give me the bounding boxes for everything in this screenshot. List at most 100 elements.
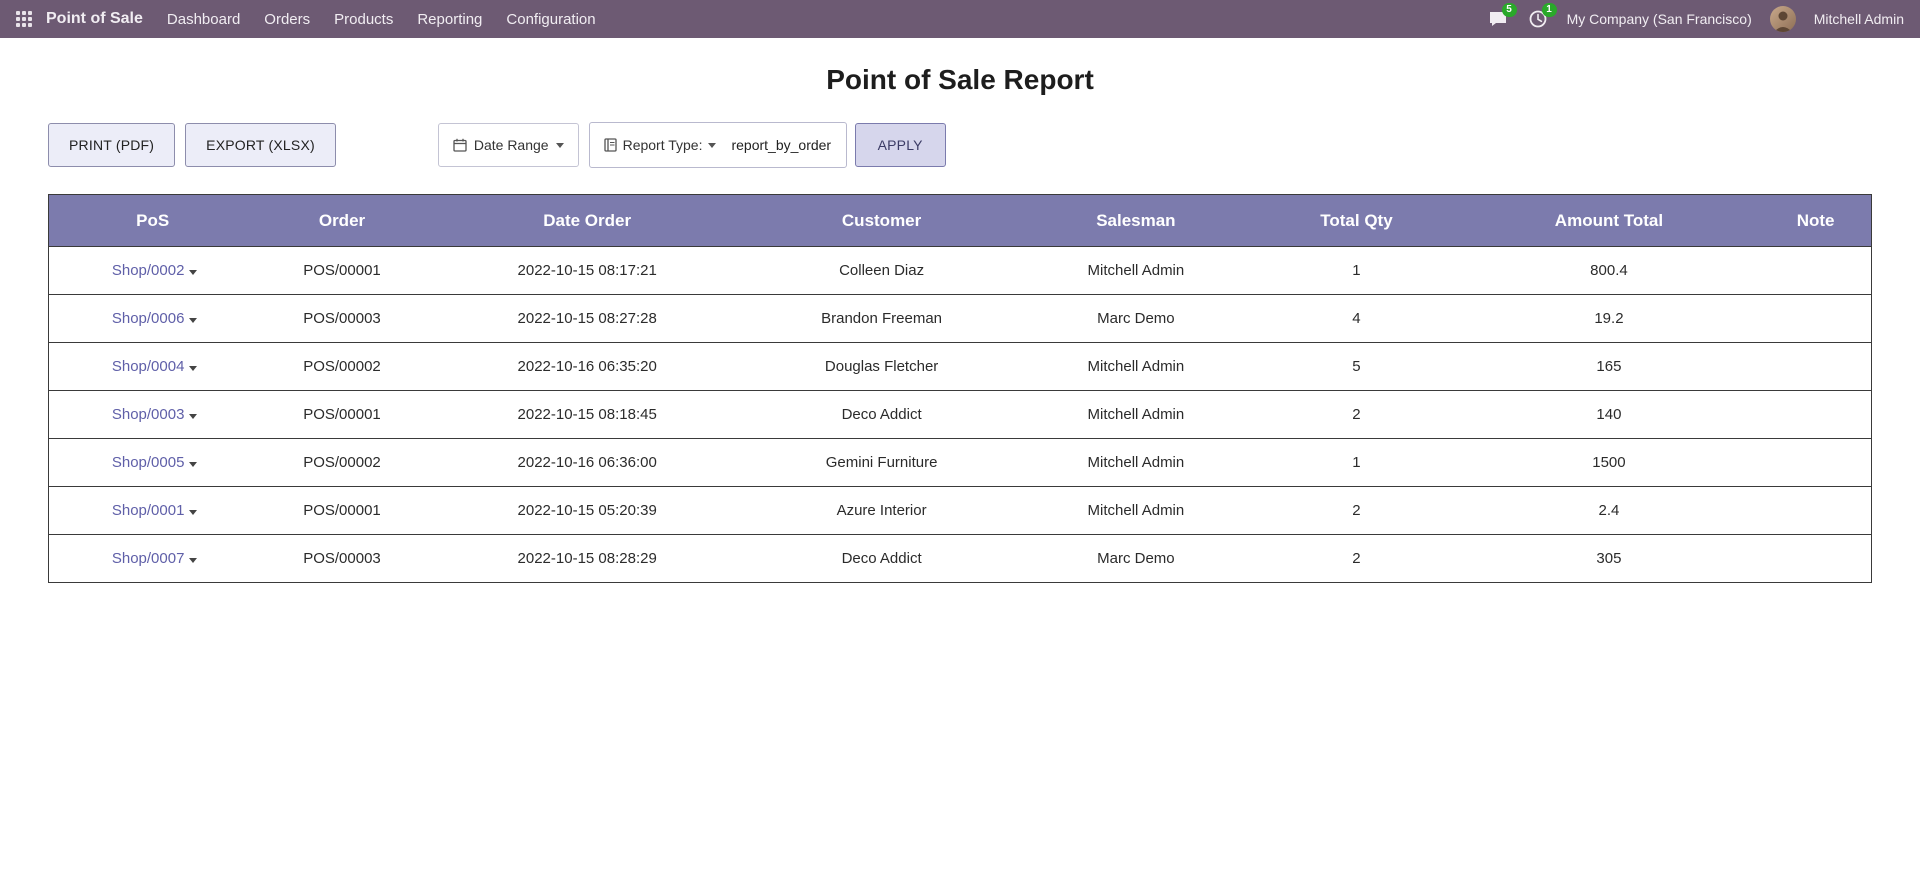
company-switcher[interactable]: My Company (San Francisco) bbox=[1566, 11, 1752, 27]
pos-cell: Shop/0007 bbox=[48, 534, 257, 583]
messages-icon[interactable]: 5 bbox=[1487, 3, 1517, 30]
pos-link[interactable]: Shop/0003 bbox=[111, 406, 185, 423]
book-icon bbox=[603, 138, 617, 152]
chevron-down-icon[interactable] bbox=[189, 510, 198, 515]
avatar[interactable] bbox=[1769, 6, 1796, 32]
pos-link[interactable]: Shop/0005 bbox=[111, 454, 185, 471]
col-header-amount-total: Amount Total bbox=[1457, 194, 1761, 247]
note-cell bbox=[1760, 438, 1872, 487]
table-header-row: PoS Order Date Order Customer Salesman T… bbox=[48, 194, 1872, 247]
table-row: Shop/0005 POS/00002 2022-10-16 06:36:00 … bbox=[48, 438, 1872, 487]
menu-dashboard[interactable]: Dashboard bbox=[166, 10, 241, 28]
chevron-down-icon[interactable] bbox=[189, 558, 198, 563]
col-header-salesman: Salesman bbox=[1016, 194, 1256, 247]
pos-link[interactable]: Shop/0002 bbox=[111, 262, 185, 279]
amount-total-cell: 1500 bbox=[1457, 438, 1761, 487]
page-title: Point of Sale Report bbox=[826, 64, 1094, 95]
pos-cell: Shop/0005 bbox=[48, 438, 257, 487]
chevron-down-icon[interactable] bbox=[189, 414, 198, 419]
menu-products[interactable]: Products bbox=[334, 10, 394, 28]
col-header-date-order: Date Order bbox=[427, 194, 747, 247]
note-cell bbox=[1760, 342, 1872, 391]
report-type-dropdown[interactable]: Report Type: bbox=[603, 137, 717, 153]
customer-cell: Gemini Furniture bbox=[746, 438, 1017, 487]
table-row: Shop/0007 POS/00003 2022-10-15 08:28:29 … bbox=[48, 534, 1872, 583]
customer-cell: Azure Interior bbox=[746, 486, 1017, 535]
pos-cell: Shop/0001 bbox=[48, 486, 257, 535]
chevron-down-icon[interactable] bbox=[189, 462, 198, 467]
app-brand[interactable]: Point of Sale bbox=[46, 10, 143, 27]
apply-button[interactable]: APPLY bbox=[854, 123, 946, 167]
date-order-cell: 2022-10-16 06:35:20 bbox=[427, 342, 747, 391]
col-header-order: Order bbox=[256, 194, 428, 247]
amount-total-cell: 305 bbox=[1457, 534, 1761, 583]
customer-cell: Deco Addict bbox=[746, 390, 1017, 439]
table-row: Shop/0006 POS/00003 2022-10-15 08:27:28 … bbox=[48, 294, 1872, 343]
pos-link[interactable]: Shop/0007 bbox=[111, 550, 185, 567]
menu-orders[interactable]: Orders bbox=[264, 10, 311, 28]
date-order-cell: 2022-10-15 08:27:28 bbox=[427, 294, 747, 343]
salesman-cell: Mitchell Admin bbox=[1016, 342, 1256, 391]
total-qty-cell: 1 bbox=[1255, 438, 1458, 487]
date-order-cell: 2022-10-15 08:18:45 bbox=[427, 390, 747, 439]
salesman-cell: Mitchell Admin bbox=[1016, 438, 1256, 487]
print-pdf-button[interactable]: PRINT (PDF) bbox=[48, 123, 176, 167]
order-cell: POS/00003 bbox=[256, 294, 428, 343]
total-qty-cell: 2 bbox=[1255, 390, 1458, 439]
order-cell: POS/00001 bbox=[256, 246, 428, 295]
amount-total-cell: 2.4 bbox=[1457, 486, 1761, 535]
amount-total-cell: 19.2 bbox=[1457, 294, 1761, 343]
col-header-total-qty: Total Qty bbox=[1255, 194, 1458, 247]
order-cell: POS/00001 bbox=[256, 486, 428, 535]
total-qty-cell: 1 bbox=[1255, 246, 1458, 295]
pos-cell: Shop/0004 bbox=[48, 342, 257, 391]
total-qty-cell: 2 bbox=[1255, 534, 1458, 583]
report-table: PoS Order Date Order Customer Salesman T… bbox=[48, 194, 1872, 583]
salesman-cell: Marc Demo bbox=[1016, 294, 1256, 343]
col-header-note: Note bbox=[1760, 194, 1872, 247]
top-navbar: Point of Sale Dashboard Orders Products … bbox=[0, 0, 1920, 38]
pos-cell: Shop/0006 bbox=[48, 294, 257, 343]
amount-total-cell: 800.4 bbox=[1457, 246, 1761, 295]
pos-cell: Shop/0002 bbox=[48, 246, 257, 295]
pos-link[interactable]: Shop/0004 bbox=[111, 358, 185, 375]
menu-reporting[interactable]: Reporting bbox=[417, 10, 483, 28]
activities-icon[interactable]: 1 bbox=[1527, 3, 1557, 30]
note-cell bbox=[1760, 294, 1872, 343]
order-cell: POS/00003 bbox=[256, 534, 428, 583]
apps-grid-icon[interactable] bbox=[16, 11, 32, 27]
chevron-down-icon[interactable] bbox=[189, 318, 198, 323]
col-header-pos: PoS bbox=[48, 194, 257, 247]
date-order-cell: 2022-10-15 08:17:21 bbox=[427, 246, 747, 295]
salesman-cell: Mitchell Admin bbox=[1016, 486, 1256, 535]
report-type-label: Report Type: bbox=[622, 137, 703, 153]
calendar-icon bbox=[453, 138, 467, 152]
chevron-down-icon[interactable] bbox=[189, 366, 198, 371]
date-order-cell: 2022-10-15 05:20:39 bbox=[427, 486, 747, 535]
pos-link[interactable]: Shop/0006 bbox=[111, 310, 185, 327]
date-range-label: Date Range bbox=[473, 137, 549, 153]
chevron-down-icon[interactable] bbox=[189, 270, 198, 275]
order-cell: POS/00001 bbox=[256, 390, 428, 439]
table-row: Shop/0004 POS/00002 2022-10-16 06:35:20 … bbox=[48, 342, 1872, 391]
customer-cell: Deco Addict bbox=[746, 534, 1017, 583]
activities-badge: 1 bbox=[1541, 3, 1557, 17]
chevron-down-icon bbox=[708, 142, 717, 148]
report-type-control: Report Type: report_by_order bbox=[588, 122, 847, 168]
export-xlsx-button[interactable]: EXPORT (XLSX) bbox=[185, 123, 336, 167]
note-cell bbox=[1760, 534, 1872, 583]
chevron-down-icon bbox=[555, 142, 564, 148]
table-row: Shop/0003 POS/00001 2022-10-15 08:18:45 … bbox=[48, 390, 1872, 439]
order-cell: POS/00002 bbox=[256, 438, 428, 487]
report-toolbar: PRINT (PDF) EXPORT (XLSX) Date Range Re bbox=[48, 122, 1920, 168]
total-qty-cell: 2 bbox=[1255, 486, 1458, 535]
report-page: Point of Sale Report PRINT (PDF) EXPORT … bbox=[0, 64, 1920, 583]
user-menu[interactable]: Mitchell Admin bbox=[1813, 11, 1904, 27]
table-row: Shop/0002 POS/00001 2022-10-15 08:17:21 … bbox=[48, 246, 1872, 295]
pos-link[interactable]: Shop/0001 bbox=[111, 502, 185, 519]
salesman-cell: Marc Demo bbox=[1016, 534, 1256, 583]
date-range-dropdown[interactable]: Date Range bbox=[437, 123, 579, 167]
table-row: Shop/0001 POS/00001 2022-10-15 05:20:39 … bbox=[48, 486, 1872, 535]
menu-configuration[interactable]: Configuration bbox=[506, 10, 596, 28]
report-type-value[interactable]: report_by_order bbox=[731, 137, 832, 153]
